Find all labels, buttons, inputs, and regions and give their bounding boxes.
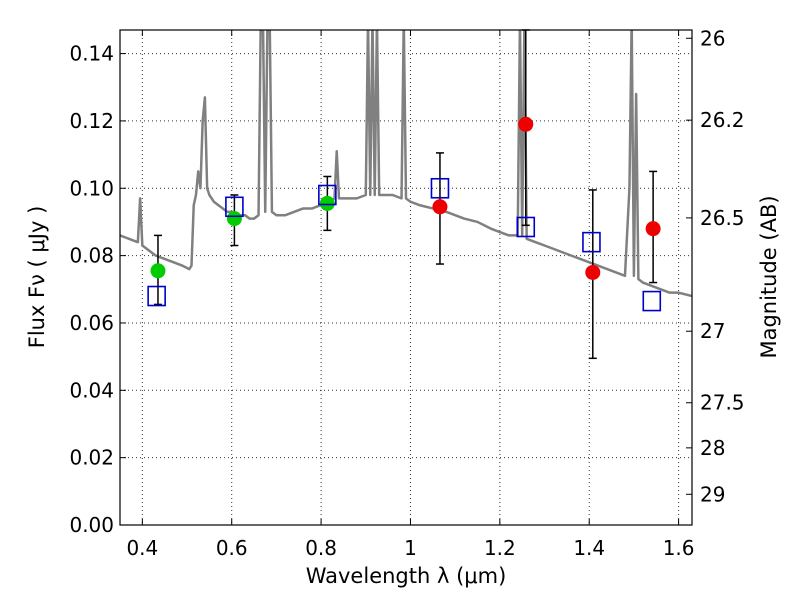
- observed-red-point: [645, 221, 661, 237]
- x-tick-label: 1.6: [663, 536, 695, 560]
- x-axis-title: Wavelength λ (μm): [306, 564, 507, 588]
- y2-tick-label: 26.2: [700, 108, 745, 132]
- x-tick-label: 0.8: [305, 536, 337, 560]
- observed-red-point: [585, 264, 601, 280]
- plot-area: [120, 29, 692, 360]
- y2-tick-label: 28: [700, 436, 725, 460]
- plot-frame: [119, 29, 693, 526]
- model-photometry-point: [430, 177, 450, 199]
- y-tick-label: 0.10: [69, 176, 114, 200]
- x-tick-label: 1.2: [484, 536, 516, 560]
- model-photometry-point: [147, 285, 166, 307]
- axis-ticks: 0.4 0.6 0.8 1 1.2 1.4 1.6 0.00 0.02 0.04 0.06 0.08 0…: [69, 26, 744, 560]
- y-axis-title: Flux Fν ( μJy ): [25, 206, 49, 349]
- x-tick-label: 1: [404, 536, 417, 560]
- x-tick-label: 1.4: [573, 536, 605, 560]
- x-tick-label: 0.6: [216, 536, 248, 560]
- spectrum-line: [120, 30, 692, 298]
- observed-green-point: [319, 195, 335, 211]
- model-photometry-point: [516, 216, 536, 238]
- x-axis-title-text: Wavelength λ (μm): [306, 564, 507, 588]
- y-tick-label: 0.04: [69, 378, 114, 402]
- y2-tick-label: 26.5: [700, 206, 745, 230]
- model-photometry-point: [582, 231, 601, 253]
- y-tick-label: 0.14: [69, 42, 114, 66]
- y2-axis-title: Magnitude (AB): [757, 195, 781, 358]
- model-photometry-point: [318, 184, 337, 206]
- observed-green-point: [226, 211, 242, 227]
- observed-green-point: [150, 263, 166, 279]
- y2-tick-label: 27.5: [700, 391, 745, 415]
- y-tick-label: 0.00: [69, 513, 114, 537]
- y2-tick-label: 29: [700, 482, 725, 506]
- y-tick-label: 0.06: [69, 311, 114, 335]
- y2-tick-label: 26: [700, 26, 725, 50]
- observed-red-point: [518, 116, 534, 132]
- y-tick-label: 0.08: [69, 244, 114, 268]
- x-tick-label: 0.4: [126, 536, 158, 560]
- y-tick-label: 0.12: [69, 109, 114, 133]
- model-photometry-point: [225, 196, 244, 218]
- observed-red-point: [432, 199, 448, 215]
- y2-tick-label: 27: [700, 319, 725, 343]
- y-tick-label: 0.02: [69, 446, 114, 470]
- model-photometry-point: [642, 290, 662, 312]
